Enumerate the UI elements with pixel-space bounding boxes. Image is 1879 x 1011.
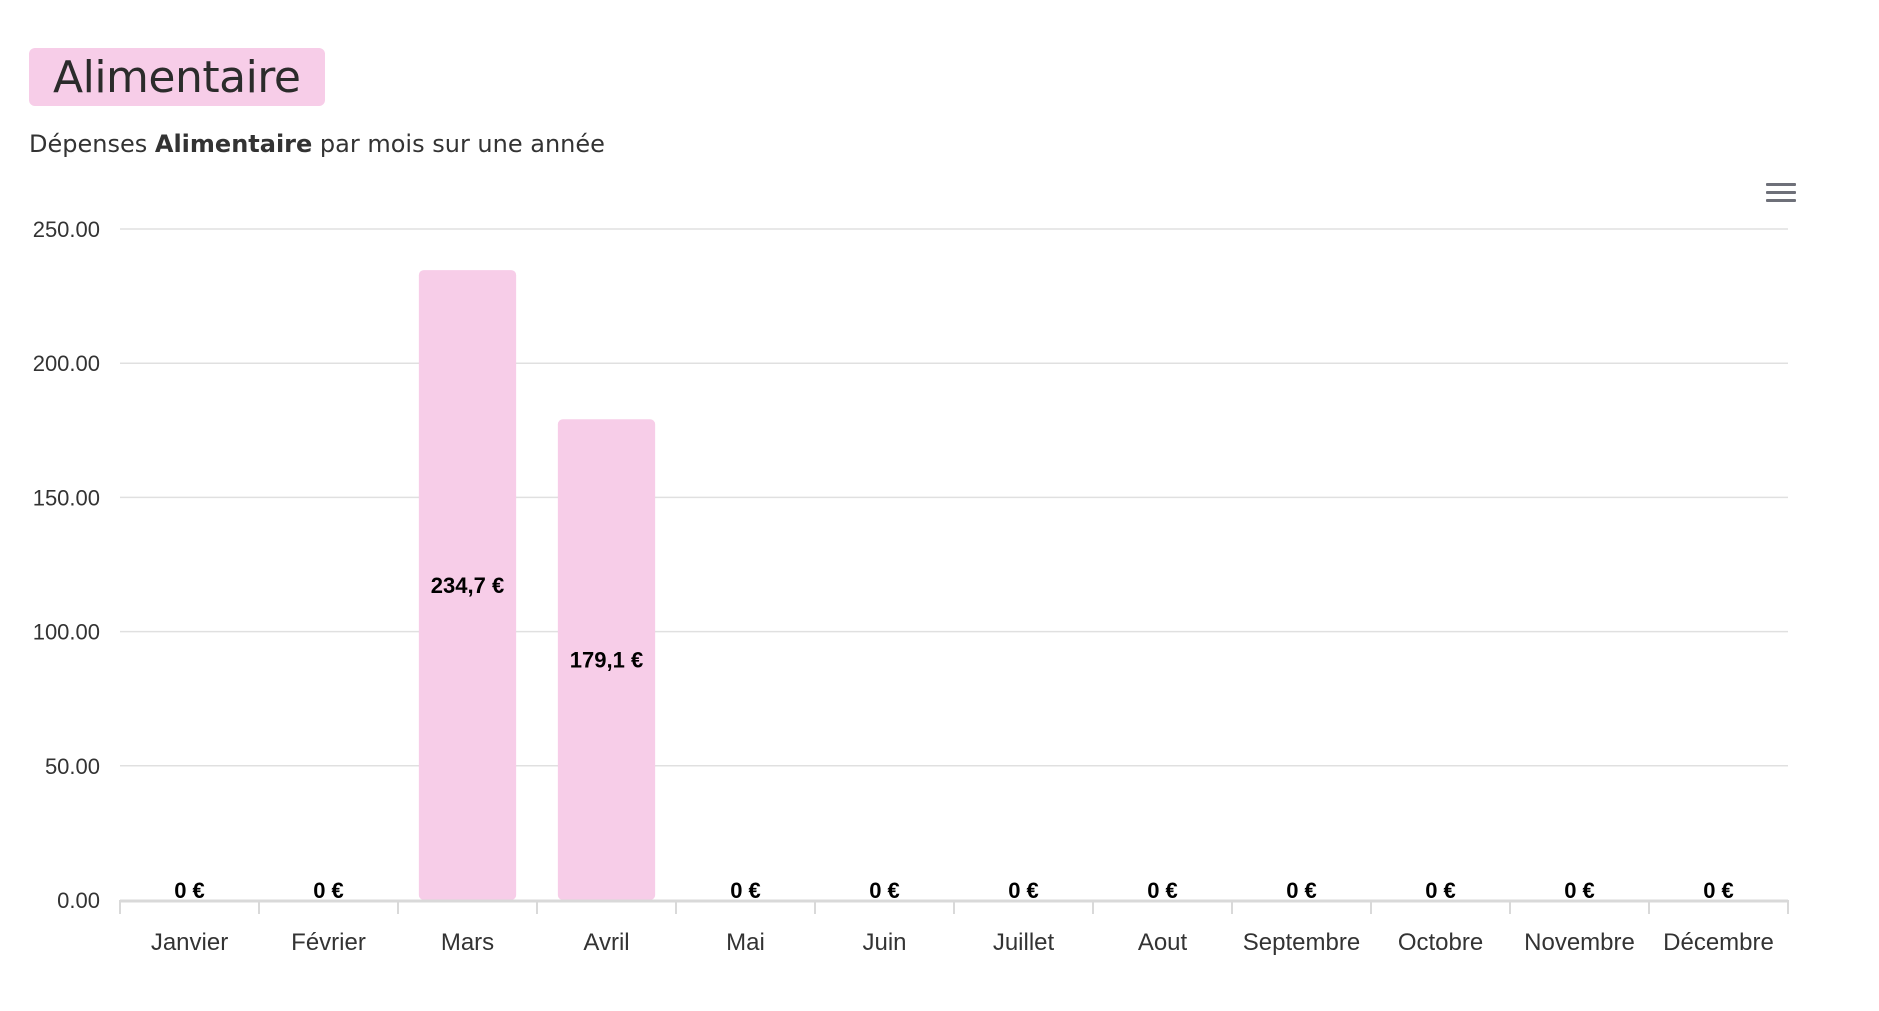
category-badge: Alimentaire	[29, 48, 325, 106]
bar-mars[interactable]	[418, 270, 517, 900]
data-label: 0 €	[313, 878, 344, 903]
hamburger-menu-icon[interactable]	[1764, 180, 1798, 206]
data-label: 179,1 €	[570, 648, 643, 673]
y-tick-label: 250.00	[33, 217, 100, 242]
data-label: 0 €	[1425, 878, 1456, 903]
subtitle-suffix: par mois sur une année	[319, 130, 605, 158]
data-label: 234,7 €	[431, 573, 504, 598]
subtitle-category: Alimentaire	[154, 130, 313, 158]
x-category-label: Septembre	[1243, 929, 1360, 956]
x-category-label: Aout	[1138, 929, 1188, 956]
data-label: 0 €	[1147, 878, 1178, 903]
y-tick-label: 50.00	[45, 754, 100, 779]
x-category-label: Février	[291, 929, 366, 956]
data-label: 0 €	[1703, 878, 1734, 903]
data-label: 0 €	[174, 878, 205, 903]
y-tick-label: 200.00	[33, 351, 100, 376]
y-axis-ticks: 0.00 50.00 100.00 150.00 200.00 250.00	[33, 217, 100, 913]
y-tick-label: 0.00	[57, 888, 100, 913]
data-label: 0 €	[1008, 878, 1039, 903]
chart-subtitle: Dépenses Alimentaire par mois sur une an…	[29, 130, 605, 158]
data-labels: 0 € 0 € 234,7 € 179,1 € 0 € 0 € 0 € 0 € 0 € 0 € 0 …	[174, 573, 1734, 903]
x-axis-categories: Janvier Février Mars Avril Mai Juin Juillet Aou…	[151, 929, 1774, 956]
data-label: 0 €	[1564, 878, 1595, 903]
x-category-label: Juillet	[993, 929, 1055, 956]
data-label: 0 €	[730, 878, 761, 903]
data-label: 0 €	[869, 878, 900, 903]
x-category-label: Juin	[862, 929, 906, 956]
x-category-label: Mars	[441, 929, 494, 956]
x-category-label: Mai	[726, 929, 765, 956]
data-label: 0 €	[1286, 878, 1317, 903]
x-category-label: Janvier	[151, 929, 228, 956]
x-category-label: Décembre	[1663, 929, 1774, 956]
x-category-label: Octobre	[1398, 929, 1483, 956]
y-tick-label: 150.00	[33, 485, 100, 510]
bar-avril[interactable]	[557, 419, 656, 900]
x-axis	[119, 899, 1789, 914]
subtitle-prefix: Dépenses	[29, 130, 148, 158]
bars	[418, 270, 656, 900]
y-tick-label: 100.00	[33, 620, 100, 645]
grid-lines	[120, 228, 1788, 767]
x-category-label: Avril	[583, 929, 629, 956]
x-category-label: Novembre	[1524, 929, 1635, 956]
